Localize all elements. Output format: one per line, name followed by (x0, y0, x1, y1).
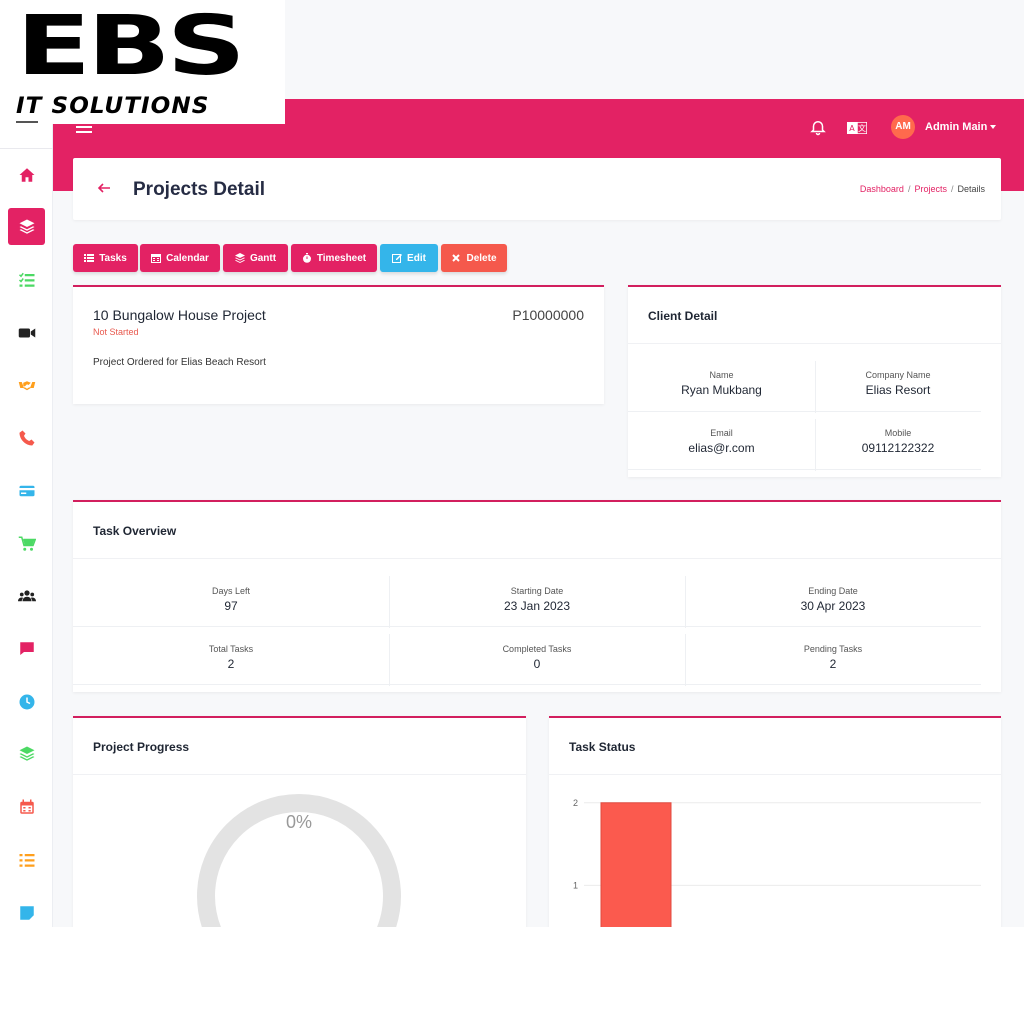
svg-text:A: A (849, 124, 855, 133)
sidebar-item-lists[interactable] (8, 841, 45, 878)
client-email: Email elias@r.com (688, 428, 755, 455)
tasks-button[interactable]: Tasks (73, 244, 138, 272)
timesheet-button[interactable]: Timesheet (291, 244, 377, 272)
logo-text: EBS (16, 0, 246, 94)
avatar[interactable]: AM (891, 115, 915, 139)
sidebar-item-deals[interactable] (8, 366, 45, 403)
layers-icon (234, 253, 245, 263)
progress-value: 0% (285, 812, 312, 832)
starting-date: Starting Date 23 Jan 2023 (503, 586, 571, 613)
stopwatch-icon (302, 253, 311, 263)
pending-tasks: Pending Tasks 2 (803, 644, 863, 671)
status-badge: Not Started (93, 327, 139, 337)
page-header-card (73, 158, 1001, 220)
phone-icon (19, 430, 34, 445)
sidebar-item-messages[interactable] (8, 630, 45, 667)
sidebar-item-calls[interactable] (8, 419, 45, 456)
layers-icon (19, 746, 34, 761)
calendar-icon (151, 254, 162, 263)
chat-icon (19, 641, 34, 655)
project-code: P10000000 (512, 307, 584, 323)
sidebar-item-tasks[interactable] (8, 261, 45, 298)
user-menu[interactable]: Admin Main (925, 121, 988, 133)
breadcrumb: Dashboard / Projects / Details (859, 184, 985, 194)
back-arrow-icon[interactable] (97, 182, 111, 194)
client-detail-card: Client Detail Name Ryan Mukbang Company … (628, 285, 1001, 477)
page-title: Projects Detail (133, 179, 265, 200)
caret-down-icon[interactable] (990, 125, 996, 129)
menu-icon[interactable] (76, 121, 92, 133)
client-mobile: Mobile 09112122322 (861, 428, 935, 455)
video-icon (18, 328, 35, 337)
sidebar-item-video[interactable] (8, 314, 45, 351)
credit-card-icon (19, 485, 34, 496)
card-title: Task Status (569, 740, 636, 754)
tasks-icon (84, 254, 95, 262)
y-tick-label: 2 (573, 798, 578, 808)
breadcrumb-current: Details (957, 184, 985, 194)
logo-subtext: IT SOLUTIONS (16, 94, 210, 119)
task-status-chart: 12 (573, 798, 981, 927)
bell-icon[interactable] (809, 118, 827, 136)
sidebar-item-timesheet[interactable] (8, 683, 45, 720)
breadcrumb-projects[interactable]: Projects (914, 184, 947, 194)
project-progress-card: Project Progress 0% (73, 716, 526, 927)
sidebar-item-projects[interactable] (8, 208, 45, 245)
project-name: 10 Bungalow House Project (93, 307, 266, 323)
cart-icon (18, 536, 36, 551)
project-description: Project Ordered for Elias Beach Resort (93, 357, 266, 368)
breadcrumb-dashboard[interactable]: Dashboard (859, 184, 904, 194)
logo: EBS IT SOLUTIONS (0, 0, 285, 124)
client-name: Name Ryan Mukbang (681, 370, 762, 397)
card-title: Project Progress (93, 740, 190, 754)
sidebar-item-calendar[interactable] (8, 788, 45, 825)
home-icon (19, 167, 34, 182)
ending-date: Ending Date 30 Apr 2023 (800, 586, 866, 613)
sidebar-item-sales[interactable] (8, 525, 45, 562)
delete-button[interactable]: Delete (441, 244, 507, 272)
close-icon (452, 254, 461, 262)
completed-tasks: Completed Tasks 0 (502, 644, 572, 671)
sidebar-item-home[interactable] (8, 156, 45, 193)
users-icon (17, 589, 36, 601)
days-left: Days Left 97 (211, 586, 251, 613)
card-title: Task Overview (93, 524, 177, 538)
bar[interactable] (600, 802, 672, 927)
calendar-icon (19, 799, 34, 814)
tasks-icon (18, 272, 34, 287)
gantt-button[interactable]: Gantt (223, 244, 288, 272)
total-tasks: Total Tasks 2 (208, 644, 254, 671)
client-company: Company Name Elias Resort (865, 370, 931, 397)
clock-icon (19, 694, 34, 709)
calendar-button[interactable]: Calendar (140, 244, 220, 272)
edit-button[interactable]: Edit (380, 244, 438, 272)
list-icon (19, 853, 34, 867)
sidebar (0, 124, 53, 927)
sidebar-item-stack[interactable] (8, 735, 45, 772)
note-icon (19, 905, 34, 920)
sidebar-item-notes[interactable] (8, 894, 45, 927)
y-tick-label: 1 (573, 880, 578, 890)
card-title: Client Detail (648, 309, 718, 323)
handshake-icon (18, 380, 35, 390)
layers-icon (19, 219, 34, 234)
sidebar-item-payments[interactable] (8, 472, 45, 509)
svg-text:文: 文 (858, 123, 866, 133)
project-summary-card: 10 Bungalow House Project P10000000 Not … (73, 285, 604, 404)
edit-icon (392, 254, 403, 263)
sidebar-item-users[interactable] (8, 577, 45, 614)
task-overview-card: Task Overview Days Left 97 Starting Date… (73, 500, 1001, 692)
